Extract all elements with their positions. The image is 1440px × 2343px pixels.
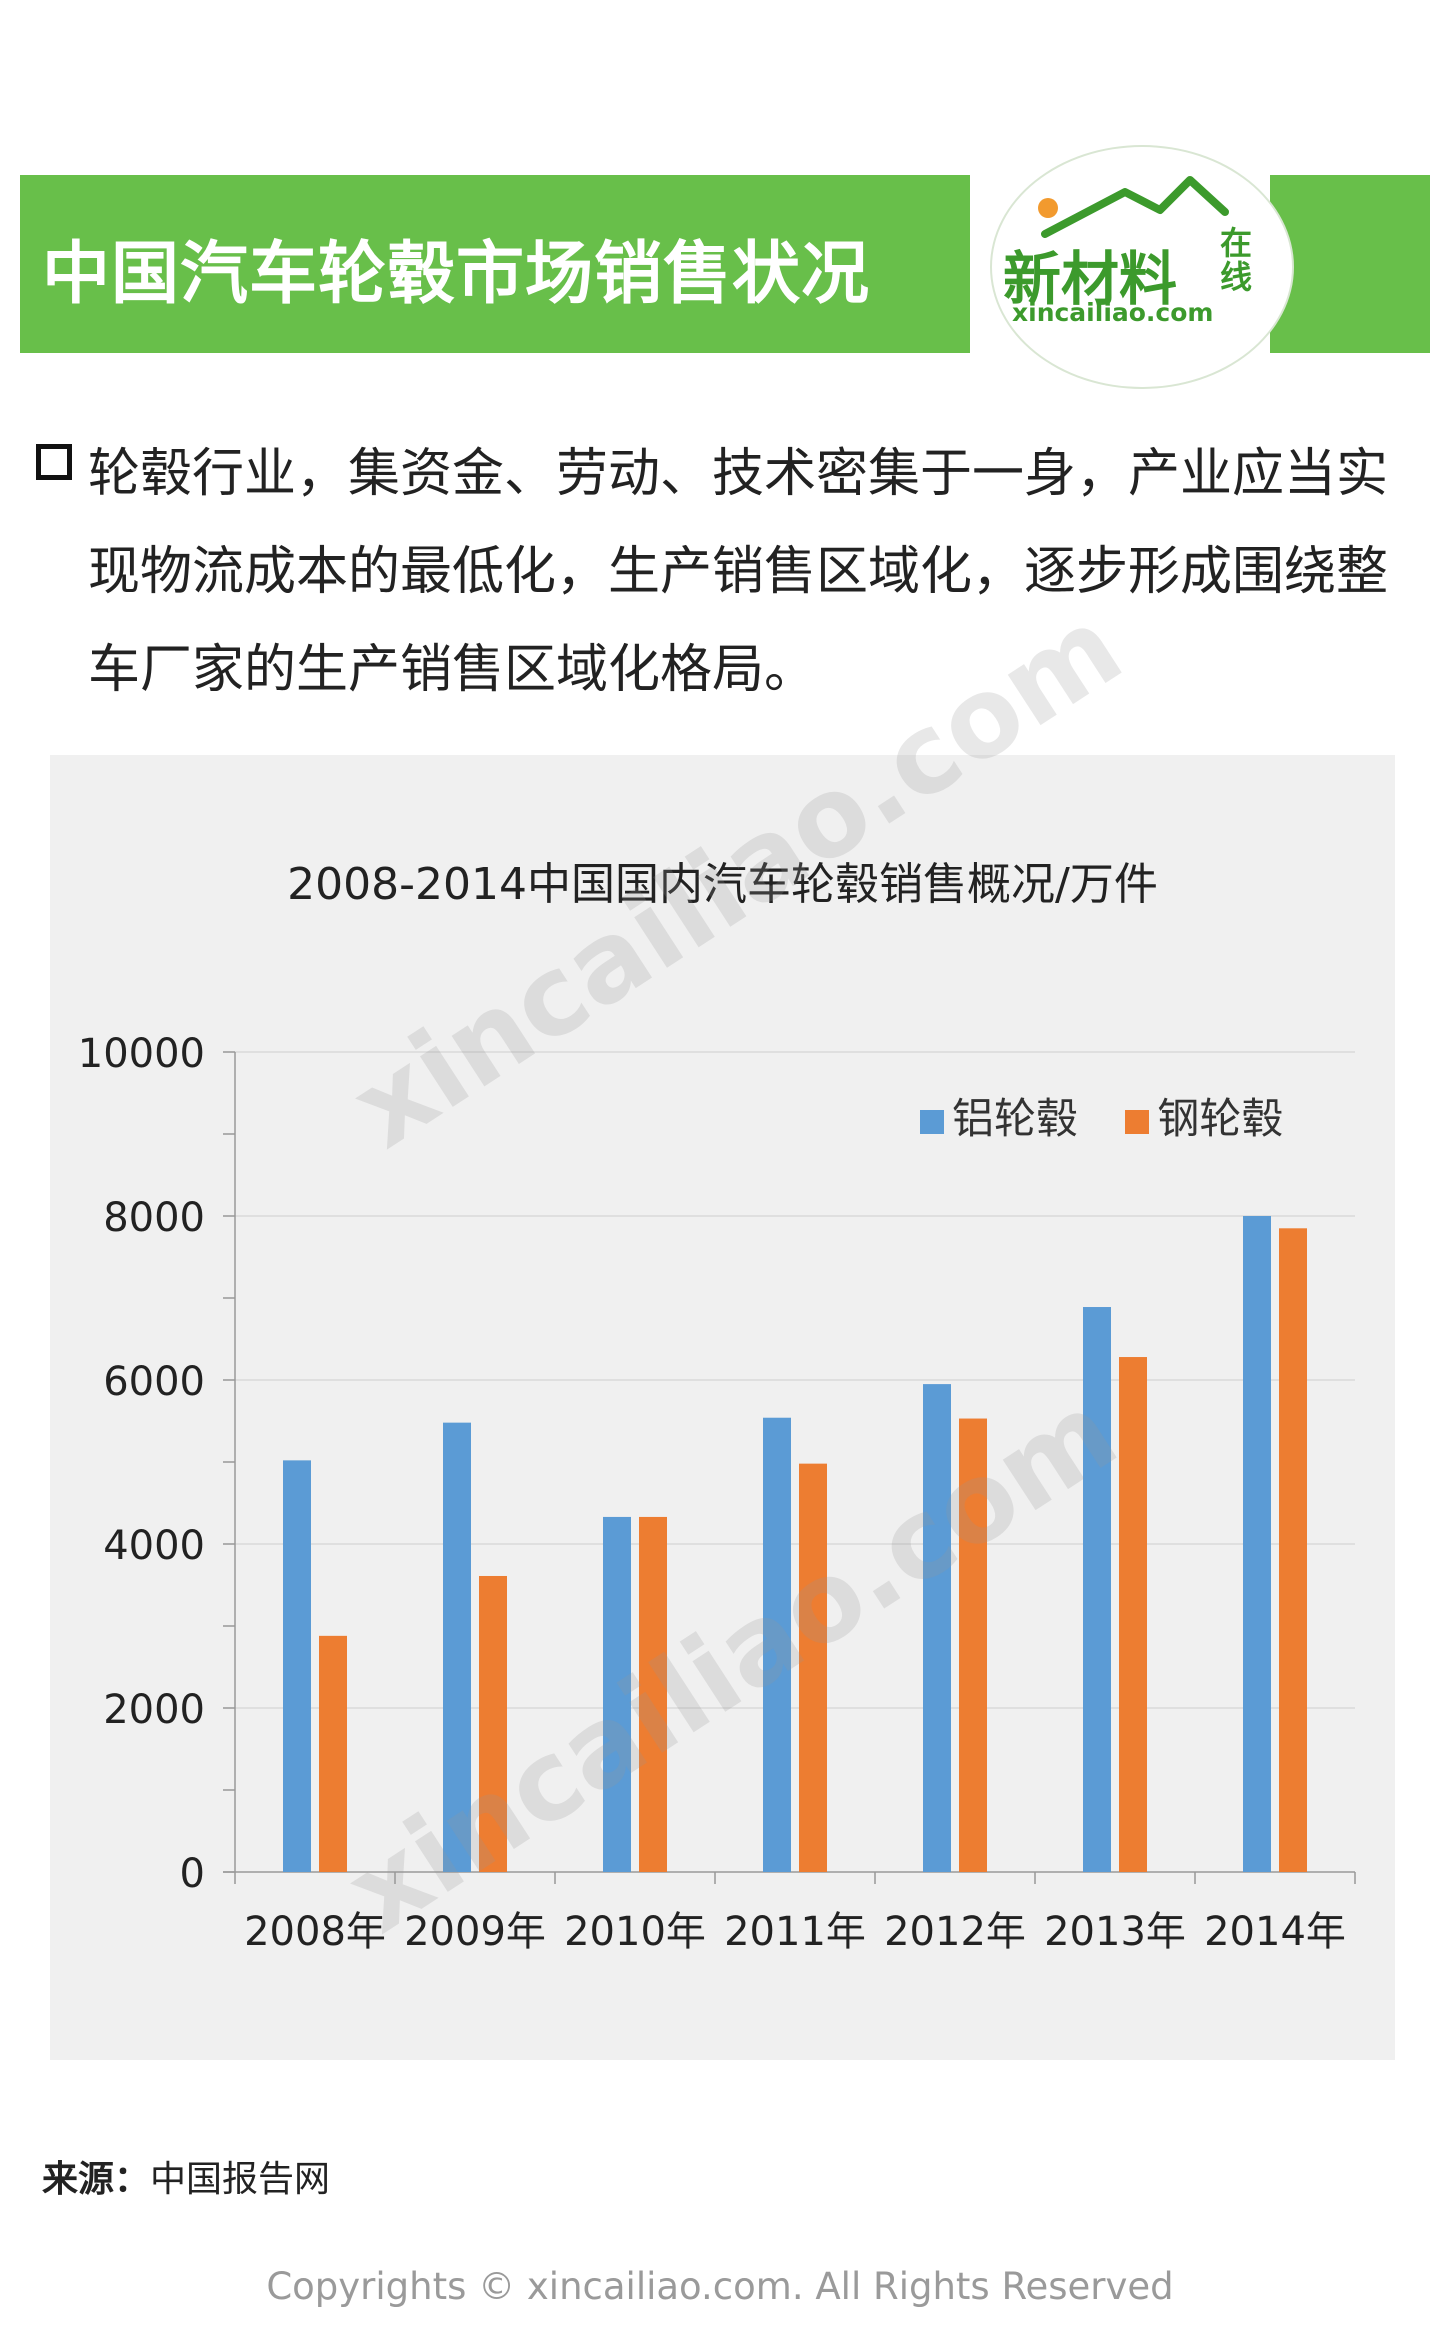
bar-steel xyxy=(479,1575,507,1872)
intro-paragraph: 轮毂行业，集资金、劳动、技术密集于一身，产业应当实现物流成本的最低化，生产销售区… xyxy=(88,444,1389,700)
legend-swatch-aluminum xyxy=(920,1109,944,1134)
header-band-right xyxy=(1270,175,1430,353)
bar-steel xyxy=(639,1516,667,1872)
legend-item-steel: 钢轮毂 xyxy=(1125,1085,1283,1146)
bar-steel xyxy=(1119,1357,1147,1872)
bullet-square-icon xyxy=(36,444,72,480)
y-tick-label: 2000 xyxy=(103,1687,205,1733)
chart-legend: 铝轮毂 钢轮毂 xyxy=(920,1085,1317,1146)
x-tick-label: 2008年 xyxy=(244,1909,386,1955)
source-label: 来源： xyxy=(42,2159,151,2200)
bar-steel xyxy=(799,1463,827,1872)
header-band xyxy=(20,175,970,353)
bar-steel xyxy=(1279,1228,1307,1872)
bar-aluminum xyxy=(923,1384,951,1872)
legend-swatch-steel xyxy=(1125,1109,1150,1134)
legend-label-aluminum: 铝轮毂 xyxy=(952,1094,1079,1143)
logo-roof-icon xyxy=(1041,176,1229,238)
logo[interactable] xyxy=(990,145,1294,389)
logo-text: 新材料 xyxy=(1003,245,1178,313)
bar-aluminum xyxy=(283,1460,311,1872)
source-line: 来源：中国报告网 xyxy=(42,2150,330,2202)
y-tick-label: 4000 xyxy=(103,1523,205,1569)
bar-steel xyxy=(319,1635,347,1872)
x-tick-label: 2012年 xyxy=(884,1909,1026,1955)
bar-aluminum xyxy=(1243,1216,1271,1872)
y-tick-label: 6000 xyxy=(103,1359,205,1405)
y-tick-label: 10000 xyxy=(78,1031,205,1077)
chart-title: 2008-2014中国国内汽车轮毂销售概况/万件 xyxy=(287,859,1158,910)
x-tick-label: 2013年 xyxy=(1044,1909,1186,1955)
logo-sun-icon xyxy=(1038,198,1058,218)
x-tick-label: 2014年 xyxy=(1204,1909,1346,1955)
x-tick-label: 2010年 xyxy=(564,1909,706,1955)
x-tick-label: 2009年 xyxy=(404,1909,546,1955)
legend-item-aluminum: 铝轮毂 xyxy=(920,1085,1078,1146)
page-title: 中国汽车轮毂市场销售状况 xyxy=(42,235,871,314)
bar-aluminum xyxy=(1083,1307,1111,1872)
logo-url: xincailiao.com xyxy=(1012,298,1214,327)
bar-steel xyxy=(959,1418,987,1872)
bar-chart: 0 2000 4000 6000 8000 10000 2008年 2009年 2010年 201… xyxy=(78,1031,1356,1955)
chart-panel: 0 2000 4000 6000 8000 10000 2008年 2009年 2010年 201… xyxy=(50,755,1395,2060)
bar-aluminum xyxy=(603,1516,631,1872)
logo-side-text: 在线 xyxy=(1220,224,1253,296)
y-tick-label: 8000 xyxy=(103,1195,205,1241)
y-tick-label: 0 xyxy=(180,1851,205,1897)
copyright: Copyrights © xincailiao.com. All Rights … xyxy=(266,2265,1174,2308)
x-tick-label: 2011年 xyxy=(724,1909,866,1955)
source-value: 中国报告网 xyxy=(150,2159,331,2200)
legend-label-steel: 钢轮毂 xyxy=(1157,1094,1284,1143)
bar-aluminum xyxy=(763,1417,791,1872)
bar-aluminum xyxy=(443,1422,471,1872)
